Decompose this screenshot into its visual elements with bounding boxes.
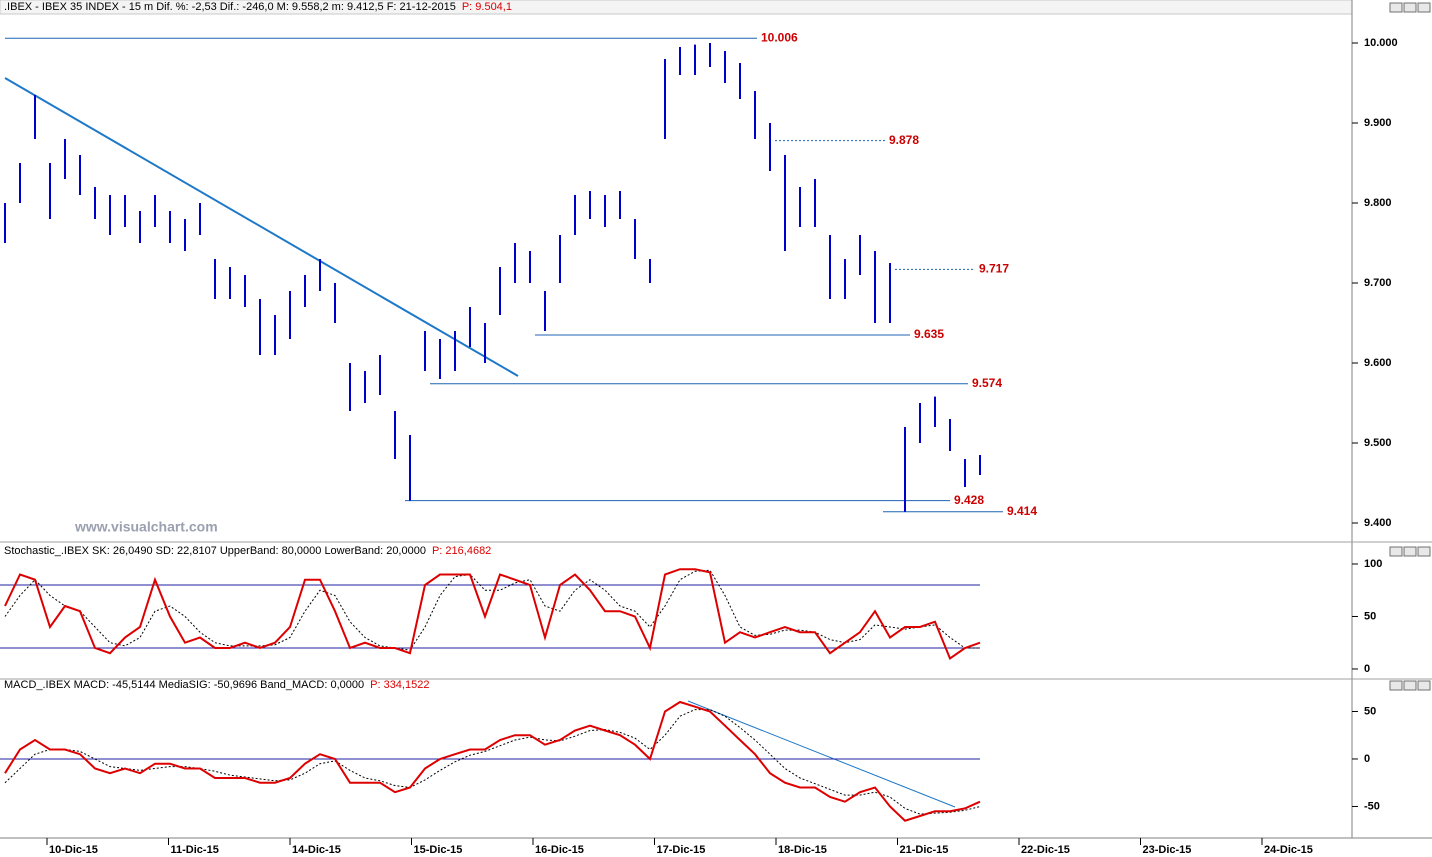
- chart-header-price: P: 9.504,1: [462, 1, 512, 13]
- y-tick-label: 50: [1364, 705, 1376, 717]
- y-tick-label: 9.800: [1364, 197, 1392, 209]
- level-label: 9.717: [979, 262, 1009, 276]
- x-tick-label: 18-Dic-15: [778, 844, 827, 856]
- level-label: 9.428: [954, 493, 984, 507]
- trend-line: [4, 77, 519, 377]
- y-tick-label: 9.500: [1364, 437, 1392, 449]
- window-button[interactable]: [1389, 546, 1403, 557]
- x-tick-label: 10-Dic-15: [49, 844, 98, 856]
- x-tick-label: 16-Dic-15: [535, 844, 584, 856]
- y-tick-label: 10.000: [1364, 37, 1398, 49]
- window-button[interactable]: [1403, 680, 1417, 691]
- level-label: 9.878: [889, 133, 919, 147]
- window-button[interactable]: [1417, 680, 1431, 691]
- trend-line: [687, 700, 956, 808]
- level-label: 10.006: [761, 30, 798, 44]
- x-tick-label: 15-Dic-15: [414, 844, 463, 856]
- x-tick-label: 23-Dic-15: [1143, 844, 1192, 856]
- level-label: 9.414: [1007, 504, 1037, 518]
- x-tick-label: 11-Dic-15: [171, 844, 219, 856]
- y-tick-label: 50: [1364, 610, 1376, 622]
- window-button[interactable]: [1417, 2, 1431, 13]
- panel-header: MACD_.IBEX MACD: -45,5144 MediaSIG: -50,…: [4, 679, 364, 691]
- series-line: [4, 709, 981, 815]
- x-tick-label: 21-Dic-15: [900, 844, 949, 856]
- series-line: [4, 568, 981, 661]
- level-label: 9.574: [972, 376, 1002, 390]
- y-tick-label: 100: [1364, 558, 1382, 570]
- series-line: [4, 700, 981, 822]
- window-button[interactable]: [1403, 2, 1417, 13]
- panel-header: Stochastic_.IBEX SK: 26,0490 SD: 22,8107…: [4, 545, 426, 557]
- y-tick-label: 9.900: [1364, 117, 1392, 129]
- panel-header-price: P: 334,1522: [370, 679, 429, 691]
- y-tick-label: 0: [1364, 753, 1370, 765]
- x-tick-label: 17-Dic-15: [657, 844, 706, 856]
- y-tick-label: 0: [1364, 663, 1370, 675]
- level-label: 9.635: [914, 327, 944, 341]
- watermark: www.visualchart.com: [74, 519, 218, 535]
- y-tick-label: 9.400: [1364, 517, 1392, 529]
- x-tick-label: 22-Dic-15: [1021, 844, 1070, 856]
- window-button[interactable]: [1389, 680, 1403, 691]
- window-button[interactable]: [1417, 546, 1431, 557]
- x-tick-label: 14-Dic-15: [292, 844, 341, 856]
- series-line: [4, 569, 980, 651]
- y-tick-label: -50: [1364, 800, 1380, 812]
- window-button[interactable]: [1403, 546, 1417, 557]
- window-button[interactable]: [1389, 2, 1403, 13]
- y-tick-label: 9.600: [1364, 357, 1392, 369]
- y-tick-label: 9.700: [1364, 277, 1392, 289]
- panel-header-price: P: 216,4682: [432, 545, 491, 557]
- x-tick-label: 24-Dic-15: [1264, 844, 1313, 856]
- chart-header: .IBEX - IBEX 35 INDEX - 15 m Dif. %: -2,…: [4, 1, 456, 13]
